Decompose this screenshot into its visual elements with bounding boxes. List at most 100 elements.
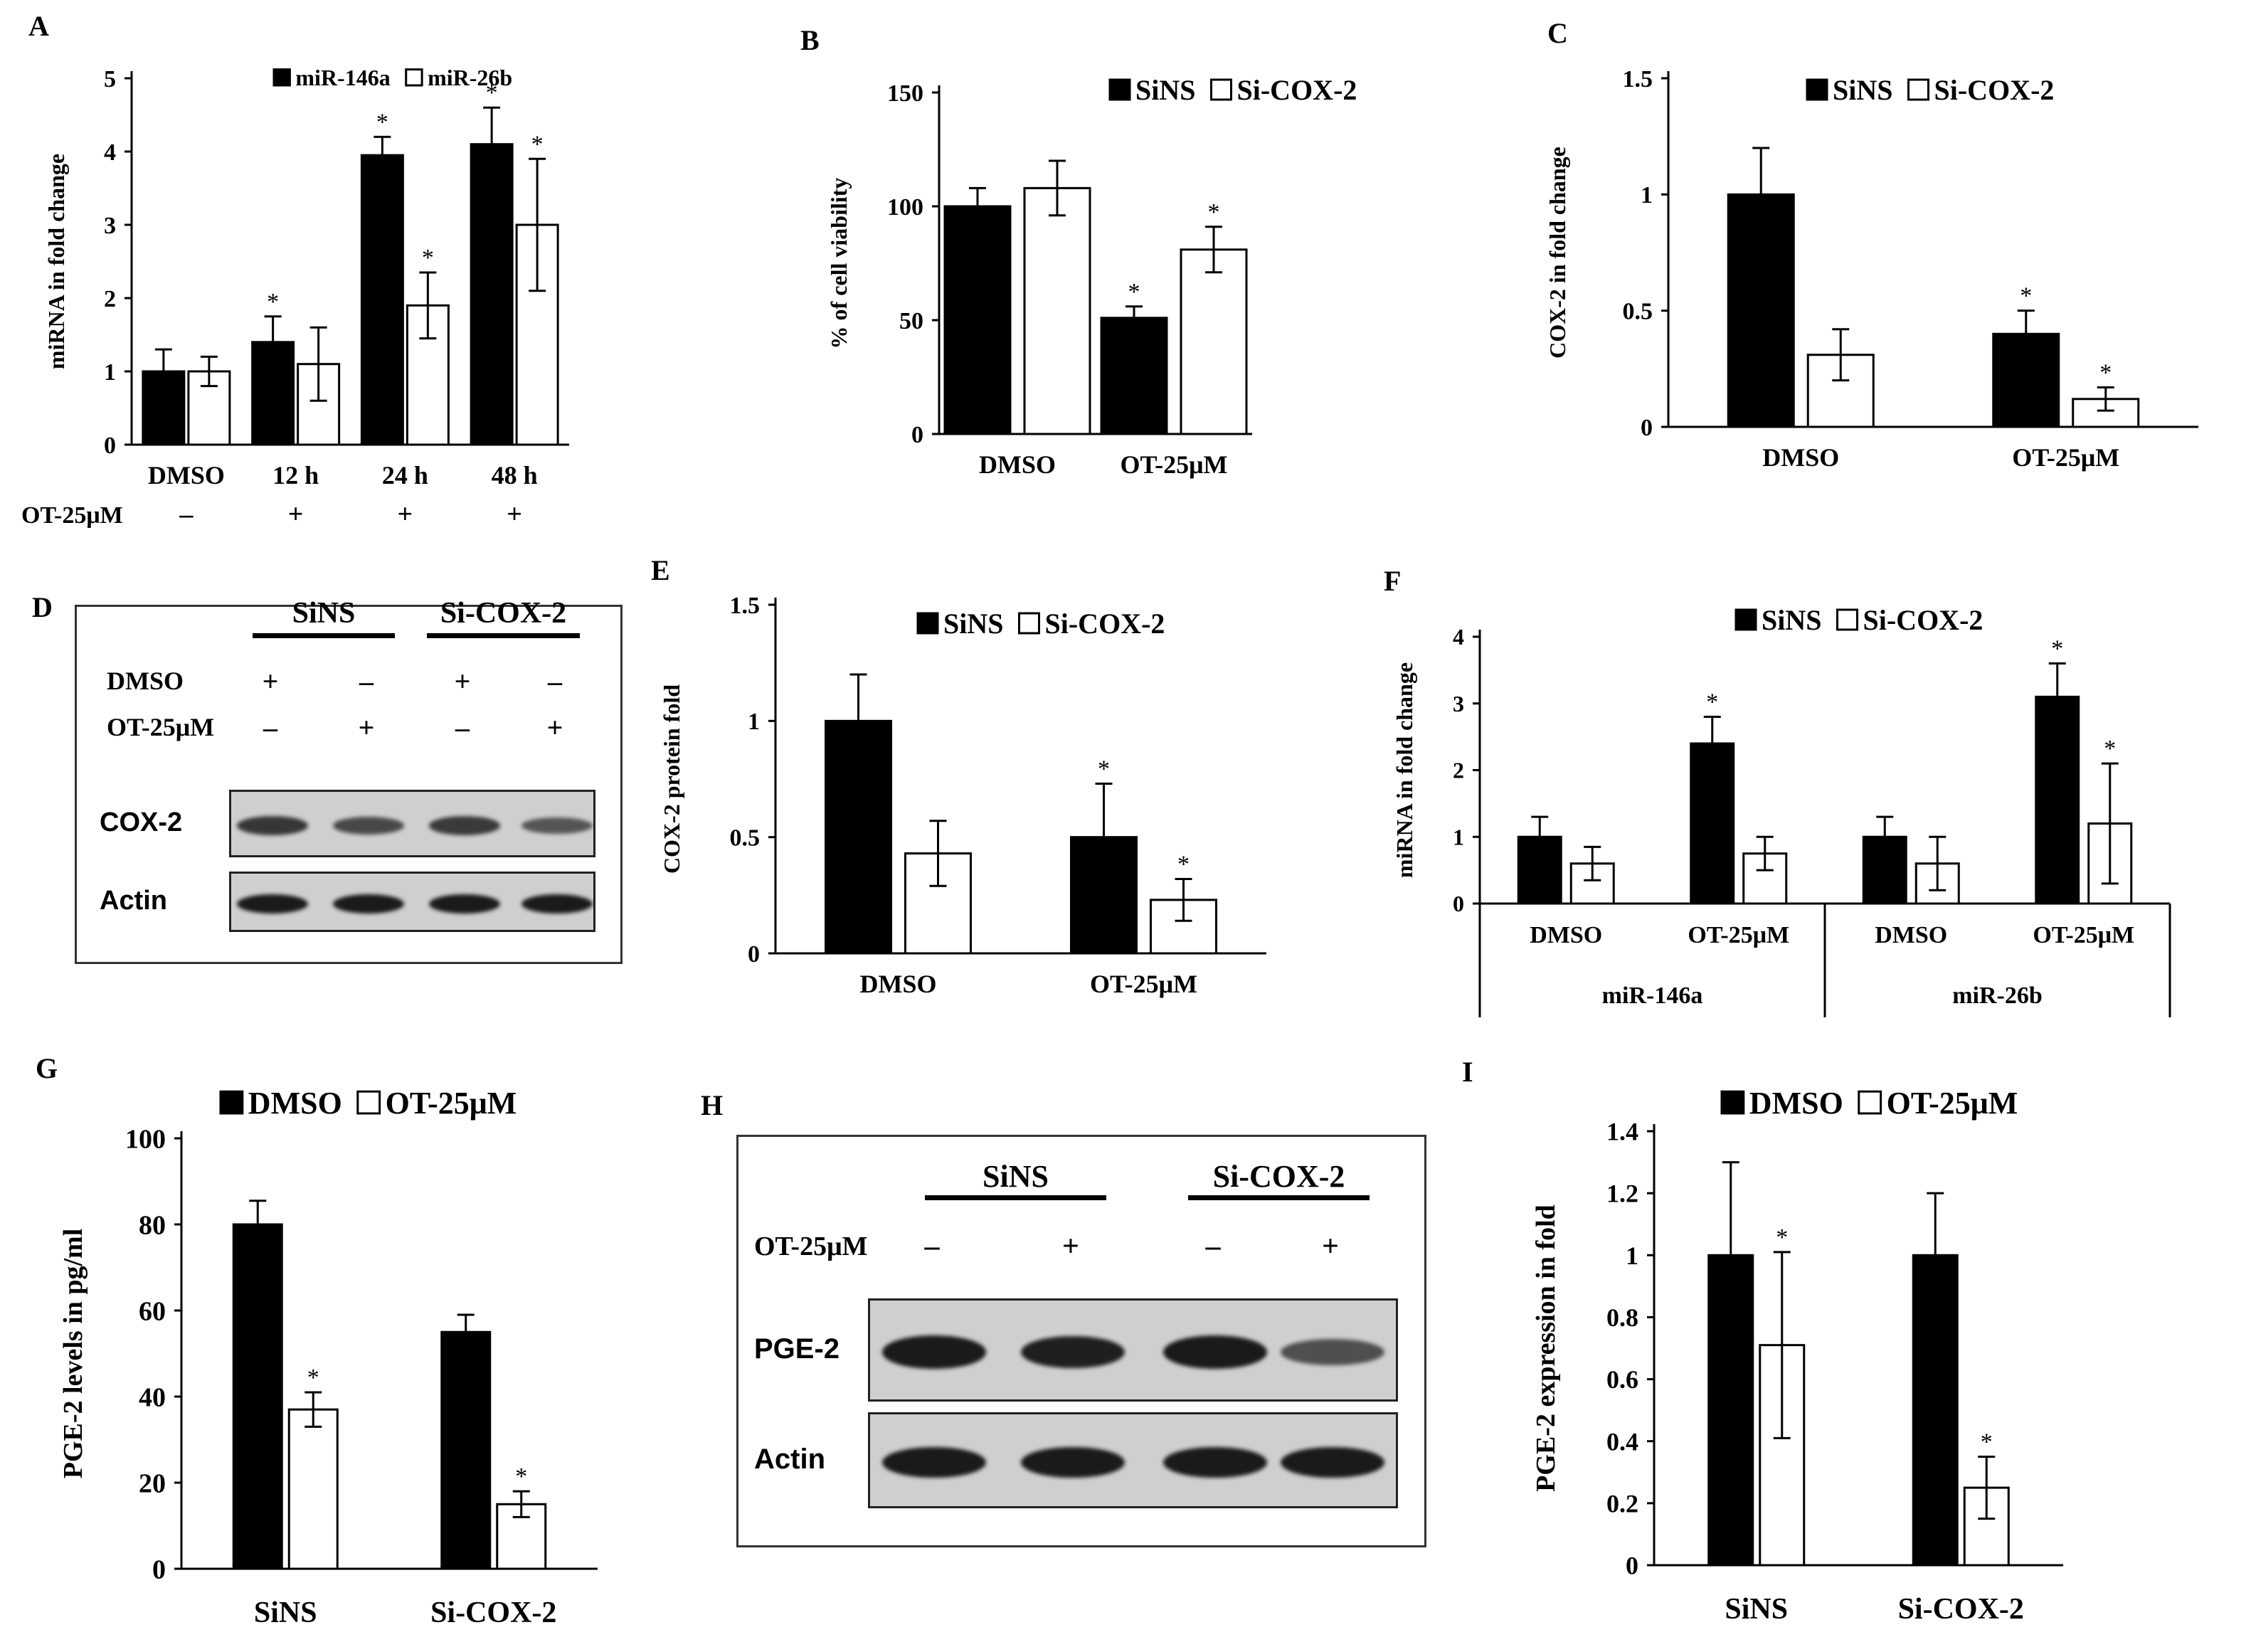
- significance-star: *: [1098, 756, 1110, 783]
- legend-swatch: [1210, 78, 1232, 101]
- x-tick-label: OT-25μM: [1688, 922, 1789, 948]
- treatment-mark: +: [398, 499, 413, 529]
- significance-star: *: [1981, 1429, 1993, 1456]
- legend-label: DMSO: [248, 1086, 342, 1121]
- y-axis-label: COX-2 protein fold: [659, 684, 684, 874]
- blot-band-label: Actin: [100, 886, 167, 916]
- blot-strip: [229, 790, 595, 857]
- panel-letter: D: [32, 591, 53, 623]
- y-tick-label: 50: [899, 308, 923, 334]
- legend-swatch: [1108, 78, 1131, 101]
- x-tick-label: OT-25μM: [1120, 450, 1227, 479]
- y-tick-label: 1: [748, 709, 760, 735]
- legend-label: SiNS: [943, 608, 1004, 640]
- blot-strip: [229, 872, 595, 932]
- blot-row-label: OT-25μM: [754, 1231, 868, 1261]
- y-tick-label: 150: [887, 80, 923, 107]
- blot-band: [332, 817, 405, 835]
- y-tick-label: 1: [1626, 1241, 1638, 1270]
- panel-letter: C: [1547, 17, 1568, 49]
- x-tick-label: DMSO: [860, 970, 937, 998]
- blot-treatment-mark: +: [546, 711, 563, 744]
- blot-group-underline: [1188, 1195, 1370, 1200]
- bar: [232, 1223, 283, 1570]
- blot-band: [236, 816, 309, 835]
- y-tick-label: 0: [1626, 1552, 1638, 1580]
- significance-star: *: [376, 109, 388, 135]
- blot-band: [428, 894, 501, 914]
- significance-star: *: [422, 245, 434, 271]
- group-label: miR-146a: [1602, 983, 1703, 1009]
- y-tick-label: 60: [139, 1296, 166, 1326]
- blot-treatment-mark: +: [454, 665, 471, 698]
- y-tick-label: 3: [104, 213, 116, 239]
- significance-star: *: [307, 1365, 319, 1391]
- treatment-mark: +: [507, 499, 522, 529]
- y-tick-label: 0.6: [1606, 1365, 1638, 1394]
- legend-swatch: [219, 1090, 244, 1115]
- panel-letter: G: [36, 1052, 58, 1084]
- y-tick-label: 1: [1453, 824, 1464, 849]
- blot-group-underline: [253, 633, 395, 638]
- y-tick-label: 0: [104, 433, 116, 459]
- blot-treatment-mark: –: [924, 1229, 940, 1263]
- y-tick-label: 100: [887, 194, 923, 221]
- blot-treatment-mark: +: [358, 711, 375, 744]
- y-axis-label: % of cell viability: [826, 178, 852, 349]
- y-tick-label: 0: [152, 1555, 166, 1584]
- legend-swatch: [1806, 78, 1828, 101]
- y-axis-label: PGE-2 levels in pg/ml: [58, 1229, 88, 1479]
- y-tick-label: 80: [139, 1210, 166, 1240]
- blot-band: [882, 1335, 986, 1369]
- legend-label: Si-COX-2: [1863, 604, 1983, 636]
- y-tick-label: 1: [104, 359, 116, 386]
- treatment-mark: –: [179, 499, 194, 529]
- y-tick-label: 40: [139, 1382, 166, 1412]
- x-tick-label: DMSO: [1875, 922, 1947, 948]
- y-tick-label: 0.5: [730, 825, 761, 852]
- x-tick-label: OT-25μM: [2012, 443, 2119, 472]
- blot-treatment-mark: –: [455, 711, 470, 744]
- legend-swatch: [916, 612, 939, 635]
- panel-letter: B: [800, 24, 820, 56]
- significance-star: *: [486, 80, 498, 106]
- blot-treatment-mark: +: [1062, 1229, 1079, 1263]
- bar: [1180, 248, 1248, 435]
- y-tick-label: 0.4: [1606, 1427, 1638, 1456]
- y-axis-label: miRNA in fold change: [43, 154, 69, 369]
- y-tick-label: 100: [125, 1124, 166, 1154]
- group-label: miR-26b: [1952, 983, 2043, 1009]
- y-tick-label: 1: [1641, 182, 1653, 208]
- y-tick-label: 2: [1453, 758, 1464, 783]
- blot-strip: [868, 1412, 1398, 1508]
- bar: [360, 154, 404, 446]
- legend-label: SiNS: [1135, 74, 1196, 106]
- significance-star: *: [531, 131, 544, 157]
- y-tick-label: 4: [1453, 624, 1464, 650]
- x-tick-label: OT-25μM: [2033, 922, 2134, 948]
- blot-row-label: DMSO: [107, 667, 184, 696]
- blot-treatment-mark: +: [262, 665, 279, 698]
- blot-band-label: PGE-2: [754, 1333, 840, 1365]
- legend-swatch: [1018, 612, 1040, 635]
- significance-star: *: [2104, 736, 2116, 762]
- x-tick-label: 12 h: [272, 461, 319, 489]
- blot-band: [428, 816, 501, 835]
- significance-star: *: [1208, 199, 1220, 226]
- blot-treatment-mark: +: [1322, 1229, 1339, 1263]
- treatment-mark: +: [288, 499, 304, 529]
- legend-label: DMSO: [1749, 1086, 1843, 1121]
- blot-band: [1021, 1335, 1125, 1369]
- y-tick-label: 5: [104, 66, 116, 92]
- blot-band: [332, 894, 405, 914]
- significance-star: *: [1128, 279, 1140, 305]
- blot-band: [236, 894, 309, 914]
- y-tick-label: 0: [911, 422, 923, 448]
- blot-group-underline: [925, 1195, 1106, 1200]
- blot-treatment-mark: –: [263, 711, 277, 744]
- bar: [287, 1408, 339, 1570]
- y-tick-label: 0.5: [1623, 299, 1653, 325]
- panel-letter: A: [28, 10, 49, 42]
- bar: [904, 852, 972, 955]
- y-tick-label: 1.5: [730, 593, 761, 619]
